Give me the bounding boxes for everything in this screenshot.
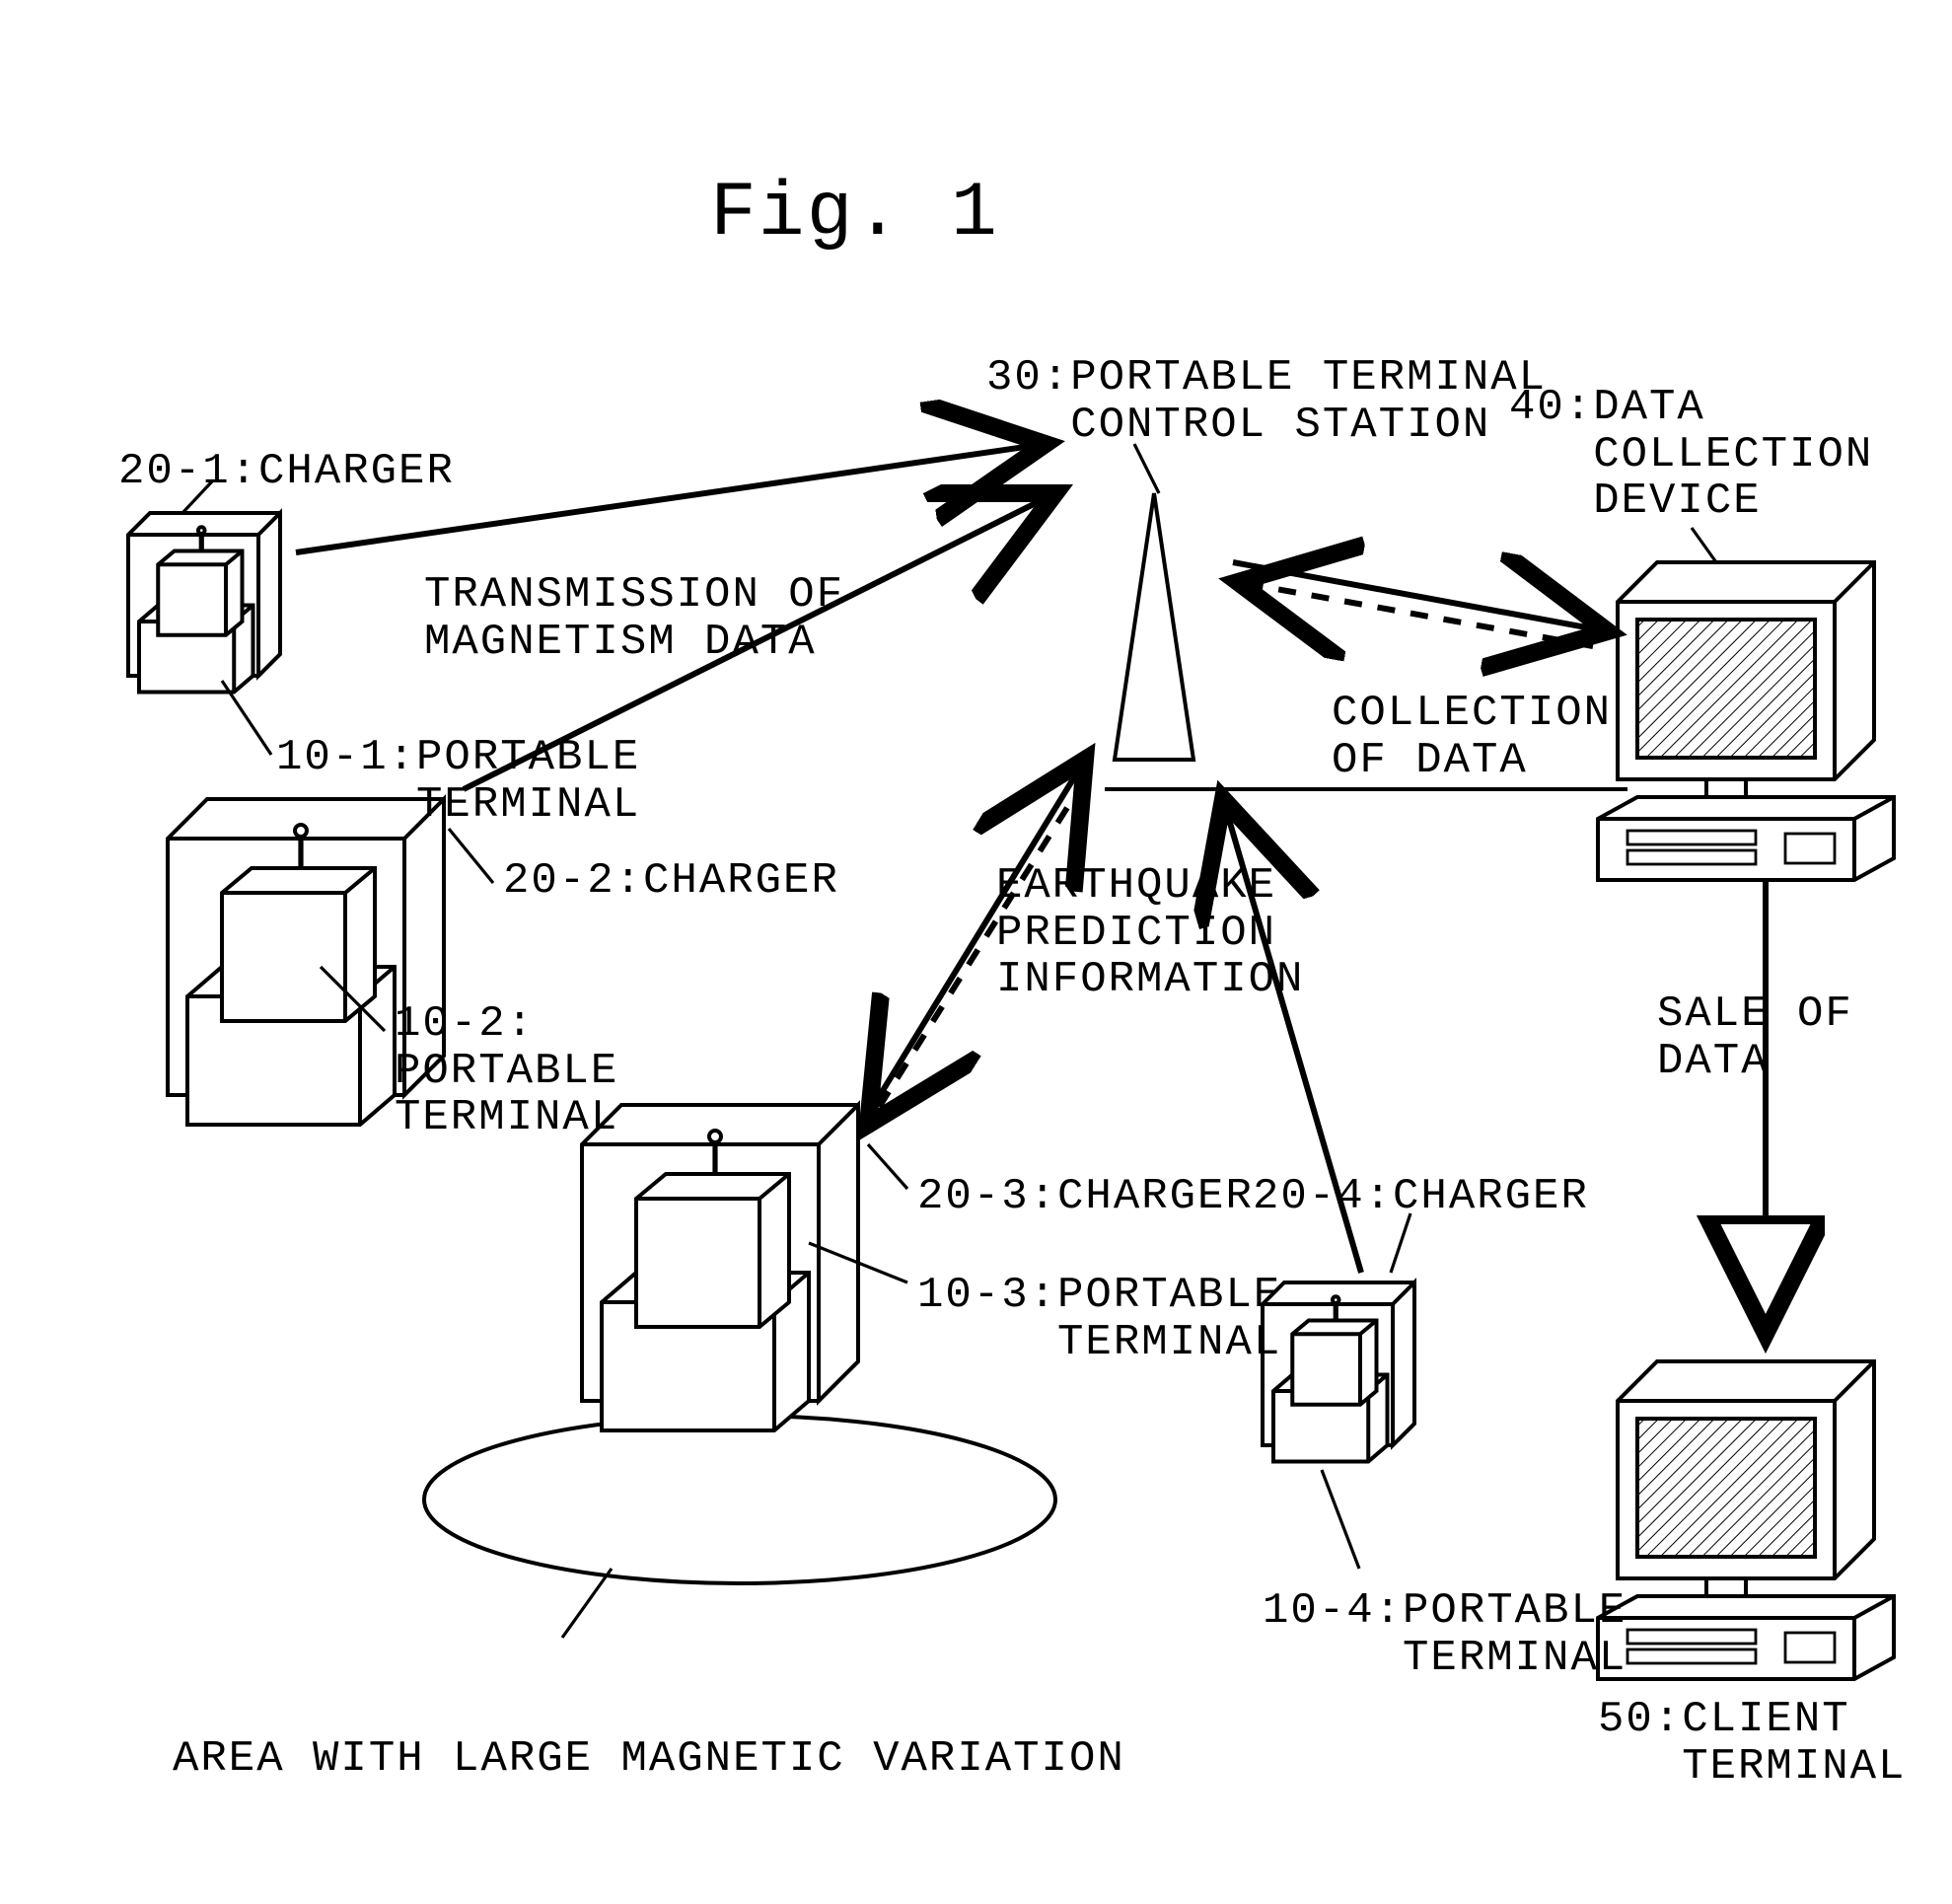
label-transmission: TRANSMISSION OF MAGNETISM DATA (424, 572, 844, 666)
computer-icon (1598, 1361, 1894, 1679)
computer-icon (1598, 562, 1894, 880)
label-area: AREA WITH LARGE MAGNETIC VARIATION (173, 1736, 1125, 1784)
portable-terminal-icon (582, 1105, 858, 1430)
label-charger-20-1: 20-1:CHARGER (118, 449, 455, 496)
label-portable-10-4: 10-4:PORTABLE TERMINAL (1263, 1588, 1627, 1682)
label-data-collection: 40:DATA COLLECTION DEVICE (1509, 385, 1873, 526)
figure-stage: Fig. 1 20-1:CHARGER 10-1:PORTABLE TERMIN… (0, 0, 1952, 1904)
label-charger-20-4: 20-4:CHARGER (1253, 1174, 1589, 1221)
label-portable-10-1: 10-1:PORTABLE TERMINAL (276, 735, 640, 829)
label-charger-20-3: 20-3:CHARGER (917, 1174, 1254, 1221)
portable-terminal-icon (1263, 1282, 1414, 1462)
figure-title: Fig. 1 (710, 173, 999, 256)
label-portable-10-2: 10-2: PORTABLE TERMINAL (395, 1001, 618, 1142)
label-earthquake: EARTHQUAKE PREDICTION INFORMATION (996, 863, 1304, 1004)
label-control-station: 30:PORTABLE TERMINAL CONTROL STATION (986, 355, 1547, 449)
label-charger-20-2: 20-2:CHARGER (503, 858, 839, 906)
label-client-terminal: 50:CLIENT TERMINAL (1598, 1697, 1906, 1791)
label-sale: SALE OF DATA (1657, 991, 1853, 1085)
label-portable-10-3: 10-3:PORTABLE TERMINAL (917, 1273, 1281, 1366)
svg-layer (0, 0, 1952, 1904)
portable-terminal-icon (128, 513, 280, 693)
label-collection: COLLECTION OF DATA (1332, 691, 1612, 784)
